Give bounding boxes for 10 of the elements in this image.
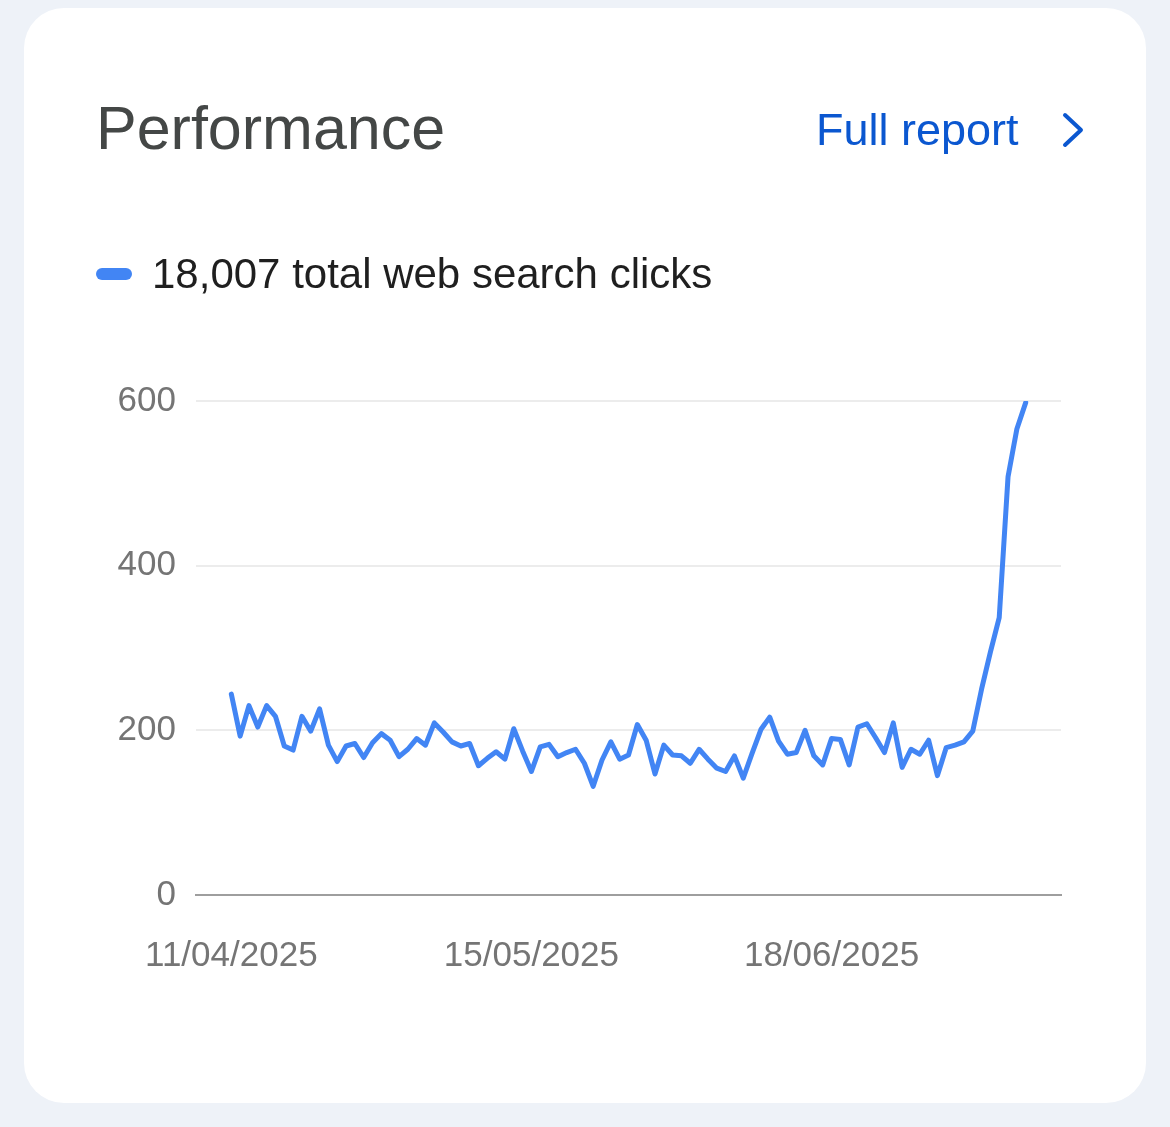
chart-title: Performance: [96, 94, 446, 162]
x-tick-label: 11/04/2025: [145, 933, 318, 973]
x-tick-label: 18/06/2025: [743, 933, 920, 973]
legend-label: 18,007 total web search clicks: [152, 250, 713, 297]
y-tick-label: 600: [117, 378, 176, 418]
y-tick-label: 400: [117, 543, 176, 583]
y-tick-label: 0: [156, 872, 176, 912]
x-tick-label: 15/05/2025: [443, 933, 619, 973]
text: Full report: [816, 104, 1019, 155]
y-tick-label: 200: [117, 707, 176, 747]
